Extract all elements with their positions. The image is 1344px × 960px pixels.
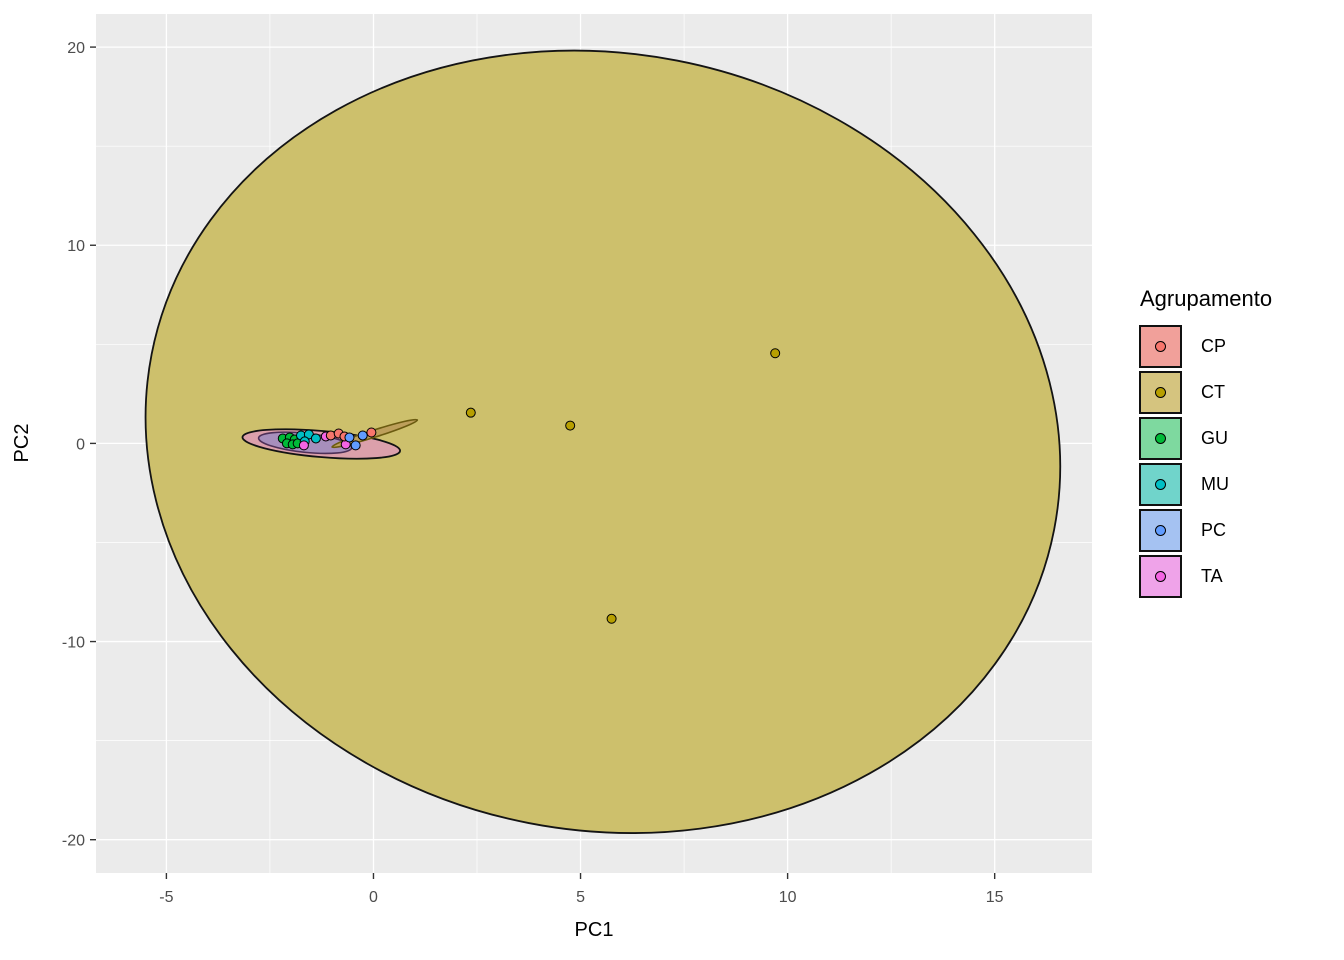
legend-label: GU xyxy=(1201,428,1228,448)
legend-point-icon xyxy=(1155,341,1166,352)
data-point-ta xyxy=(298,440,309,451)
data-points xyxy=(277,348,781,624)
data-point-ct xyxy=(465,407,476,418)
y-tick-label: 10 xyxy=(67,238,85,255)
legend-label: TA xyxy=(1201,566,1223,586)
x-axis-title: PC1 xyxy=(575,919,614,941)
data-point-ct xyxy=(565,420,576,431)
ellipse-ct xyxy=(144,49,1062,834)
legend-label: CT xyxy=(1201,382,1225,402)
x-tick-label: -5 xyxy=(159,889,173,906)
axes: -5 0 5 10 15 -20 -10 0 10 20 xyxy=(62,40,1004,906)
legend-key-swatch xyxy=(1139,509,1182,552)
legend-point-icon xyxy=(1155,479,1166,490)
legend-label: MU xyxy=(1201,474,1229,494)
legend-point-icon xyxy=(1155,433,1166,444)
legend-point-icon xyxy=(1155,525,1166,536)
y-axis-title: PC2 xyxy=(11,424,33,463)
legend-item-pc: PC xyxy=(1139,509,1272,552)
legend-key-swatch xyxy=(1139,417,1182,460)
x-tick-label: 0 xyxy=(369,889,378,906)
legend-label: PC xyxy=(1201,520,1227,540)
legend-point-icon xyxy=(1155,571,1166,582)
data-point-cp xyxy=(366,427,377,438)
data-point-pc xyxy=(344,432,355,443)
legend-key-swatch xyxy=(1139,555,1182,598)
legend-point-icon xyxy=(1155,387,1166,398)
legend-title: Agrupamento xyxy=(1140,286,1273,311)
legend-items: CP CT GU MU PC TA xyxy=(1139,325,1272,598)
legend-item-ct: CT xyxy=(1139,371,1272,414)
legend-item-mu: MU xyxy=(1139,463,1272,506)
x-tick-label: 5 xyxy=(576,889,585,906)
data-point-pc xyxy=(350,440,361,451)
y-tick-label: 20 xyxy=(67,40,85,57)
x-tick-label: 10 xyxy=(779,889,797,906)
legend-key-swatch xyxy=(1139,325,1182,368)
legend-item-cp: CP xyxy=(1139,325,1272,368)
legend-key-swatch xyxy=(1139,371,1182,414)
legend-label: CP xyxy=(1201,336,1227,356)
y-tick-label: -20 xyxy=(62,833,85,850)
y-tick-label: 0 xyxy=(76,436,85,453)
data-point-mu xyxy=(310,433,321,444)
y-tick-label: -10 xyxy=(62,635,85,652)
data-point-pc xyxy=(357,430,368,441)
data-point-ct xyxy=(770,348,781,359)
data-point-ct xyxy=(606,613,617,624)
legend-item-gu: GU xyxy=(1139,417,1272,460)
x-tick-label: 15 xyxy=(986,889,1004,906)
legend-key-swatch xyxy=(1139,463,1182,506)
legend: Agrupamento CP CT GU MU PC TA xyxy=(1139,286,1272,601)
legend-item-ta: TA xyxy=(1139,555,1272,598)
